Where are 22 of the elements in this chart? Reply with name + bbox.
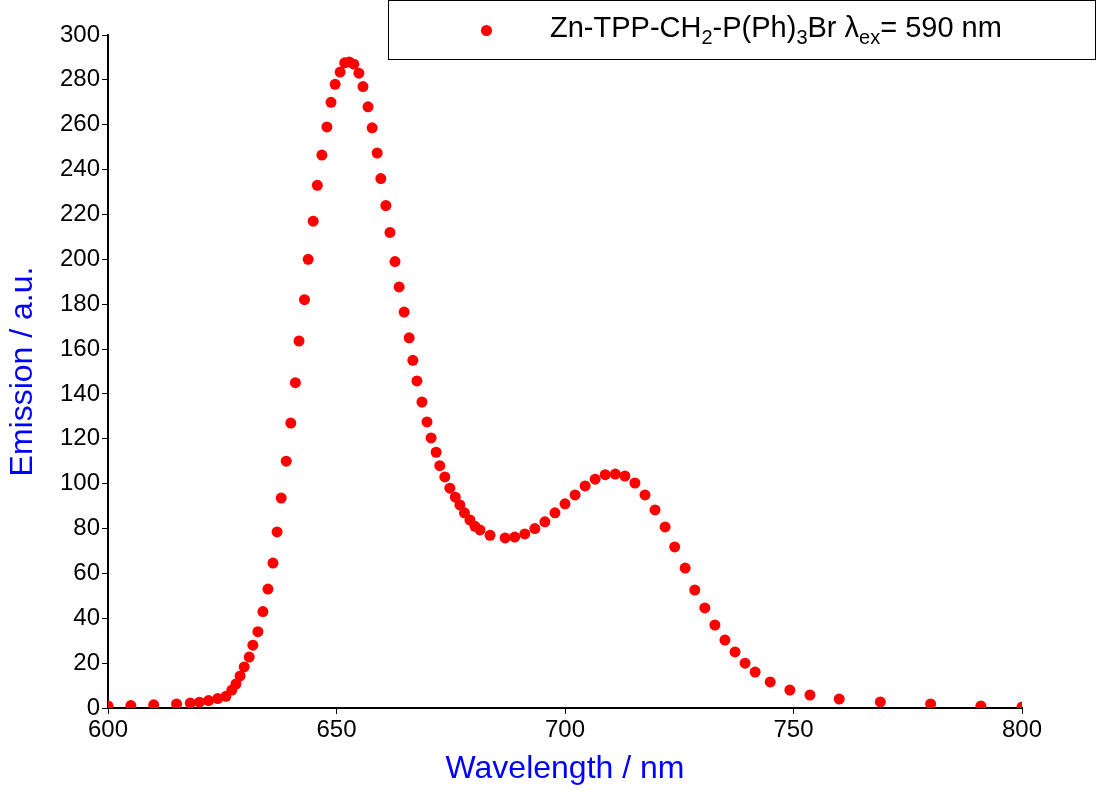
x-axis-title: Wavelength / nm: [445, 748, 685, 785]
y-tick-label: 60: [73, 558, 100, 586]
x-tick-label: 650: [316, 715, 357, 743]
x-tick-label: 800: [1001, 715, 1043, 743]
y-tick-label: 200: [59, 243, 100, 271]
y-axis-title: Emission / a.u.: [3, 266, 40, 477]
y-tick-label: 180: [59, 288, 100, 316]
legend-label: Zn-TPP-CH$_{2}$-P(Ph)$_{3}$Br λ$_{ex}$= 590 nm: [550, 11, 1002, 49]
x-tick-label: 750: [773, 715, 814, 743]
y-tick-label: 220: [59, 199, 100, 227]
y-tick-label: 260: [59, 109, 100, 137]
y-tick-label: 240: [59, 154, 100, 182]
y-tick-label: 300: [59, 19, 100, 47]
y-tick-label: 100: [59, 468, 100, 496]
y-tick-label: 120: [59, 423, 100, 451]
x-tick-label: 700: [544, 715, 586, 743]
y-tick-label: 160: [59, 333, 100, 361]
y-tick-label: 20: [73, 647, 100, 675]
y-tick-label: 80: [73, 513, 100, 541]
y-tick-label: 140: [59, 378, 100, 406]
y-tick-label: 40: [73, 602, 100, 630]
y-tick-label: 280: [59, 64, 100, 92]
